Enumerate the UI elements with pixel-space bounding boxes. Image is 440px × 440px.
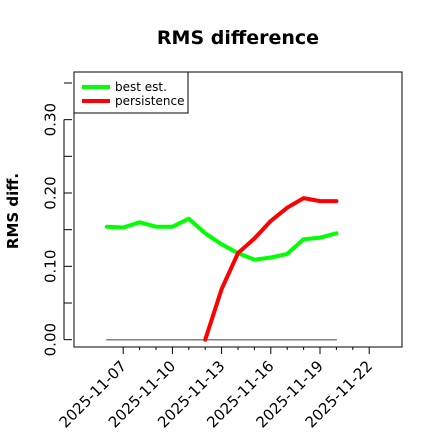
y-axis-label: RMS diff. (4, 173, 22, 249)
series-line-persistence (203, 196, 339, 342)
y-tick-label: 0.10 (42, 250, 60, 283)
series-line-best-est (104, 216, 339, 262)
series-layer (104, 196, 339, 342)
axes: 0.000.100.200.302025-11-072025-11-102025… (42, 82, 376, 431)
legend: best est. persistence (73, 71, 189, 114)
y-tick-label: 0.20 (42, 176, 60, 209)
legend-box (73, 71, 189, 114)
legend-label-best-est: best est. (115, 80, 167, 94)
chart-title: RMS difference (157, 27, 319, 49)
legend-label-persistence: persistence (115, 94, 184, 108)
y-tick-label: 0.00 (42, 323, 60, 356)
y-tick-label: 0.30 (42, 103, 60, 136)
